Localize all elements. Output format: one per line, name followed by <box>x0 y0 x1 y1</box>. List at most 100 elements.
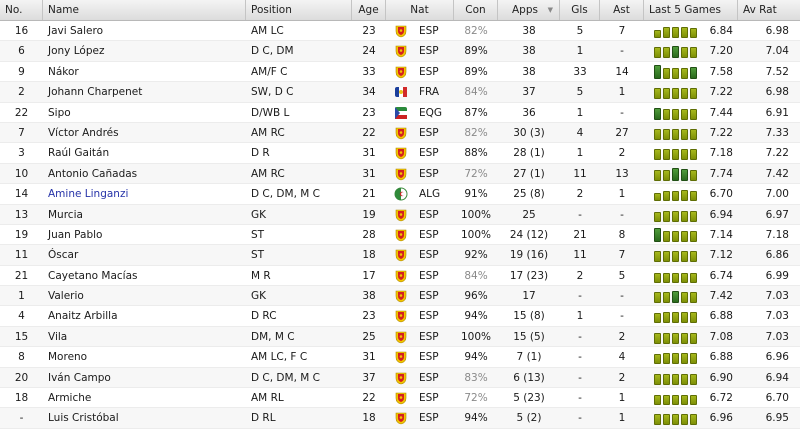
cell-avrat: 7.03 <box>765 310 789 323</box>
last5-form-chart <box>654 106 702 120</box>
header-ast[interactable]: Ast <box>600 0 644 20</box>
table-row[interactable]: 14 Amine Linganzi D C, DM, M C 21 ALG 91% 25 (… <box>0 184 800 205</box>
cell-last5-rating: 6.84 <box>709 25 733 37</box>
cell-name[interactable]: Nákor <box>48 65 79 78</box>
flag-icon <box>393 350 409 364</box>
cell-gls: 1 <box>576 106 584 119</box>
cell-name[interactable]: Valerio <box>48 290 84 303</box>
cell-name[interactable]: Murcia <box>48 208 83 221</box>
cell-nat: ESP <box>419 249 439 262</box>
header-no[interactable]: No. <box>0 0 43 20</box>
table-row[interactable]: 20 Iván Campo D C, DM, M C 37 ESP 83% 6 (13) - 2… <box>0 367 800 389</box>
table-row[interactable]: 6 Jony López D C, DM 24 ESP 89% 38 1 - 7.20 7.04 <box>0 41 800 62</box>
header-position[interactable]: Position <box>246 0 352 20</box>
table-row[interactable]: 18 Armiche AM RL 22 ESP 72% 5 (23) - 1 6.72 6.70 <box>0 388 800 409</box>
cell-name[interactable]: Jony López <box>48 45 105 58</box>
table-row[interactable]: 4 Anaitz Arbilla D RC 23 ESP 94% 15 (8) 1 - 6.88 7… <box>0 306 800 327</box>
table-row[interactable]: 13 Murcia GK 19 ESP 100% 25 - - 6.94 6.97 <box>0 204 800 225</box>
cell-last5-rating: 7.74 <box>709 167 733 180</box>
cell-position: DM, M C <box>251 330 295 343</box>
cell-con: 82% <box>464 25 488 37</box>
header-nat[interactable]: Nat <box>386 0 454 20</box>
cell-name[interactable]: Óscar <box>48 249 79 262</box>
form-bar <box>690 332 697 344</box>
cell-position: D RC <box>251 310 277 323</box>
cell-name[interactable]: Johann Charpenet <box>48 86 143 99</box>
header-avrat[interactable]: Av Rat <box>743 4 777 16</box>
cell-age: 34 <box>362 86 376 99</box>
cell-ast: 2 <box>618 330 626 343</box>
cell-name[interactable]: Juan Pablo <box>48 228 103 241</box>
cell-no: 10 <box>14 167 29 180</box>
last5-form-chart <box>654 208 702 222</box>
form-bar <box>672 230 679 242</box>
last5-form-chart <box>654 248 702 263</box>
cell-name[interactable]: Raúl Gaitán <box>48 147 110 160</box>
cell-gls: 33 <box>573 65 587 78</box>
cell-no: 11 <box>14 249 29 262</box>
header-last5[interactable]: Last 5 Games <box>644 0 738 20</box>
cell-name[interactable]: Víctor Andrés <box>48 126 119 139</box>
cell-gls: - <box>578 351 582 364</box>
cell-last5-rating: 7.58 <box>709 65 733 78</box>
table-row[interactable]: 2 Johann Charpenet SW, D C 34 FRA 84% 37 5 1 7.22… <box>0 82 800 103</box>
cell-apps: 25 <box>522 208 536 221</box>
cell-name[interactable]: Luis Cristóbal <box>48 412 119 425</box>
last5-form-chart <box>654 146 702 161</box>
table-row[interactable]: 8 Moreno AM LC, F C 31 ESP 94% 7 (1) - 4 6.88 6.96 <box>0 347 800 368</box>
table-row[interactable]: 16 Javi Salero AM LC 23 ESP 82% 38 5 7 6.84 6.98 <box>0 21 800 42</box>
table-row[interactable]: 11 Óscar ST 18 ESP 92% 19 (16) 11 7 7.12 6.86 <box>0 245 800 266</box>
cell-nat: FRA <box>419 86 440 99</box>
last5-form-chart <box>654 187 702 202</box>
cell-age: 23 <box>362 106 376 119</box>
header-apps[interactable]: Apps ▼ <box>498 0 560 20</box>
form-bar <box>654 107 661 120</box>
table-row[interactable]: 3 Raúl Gaitán D R 31 ESP 88% 28 (1) 1 2 7.18 7.22 <box>0 143 800 164</box>
cell-name[interactable]: Cayetano Macías <box>48 269 138 282</box>
cell-apps: 17 <box>522 290 536 303</box>
table-row[interactable]: 1 Valerio GK 38 ESP 96% 17 - - 7.42 7.03 <box>0 286 800 307</box>
table-row[interactable]: 7 Víctor Andrés AM RC 22 ESP 82% 30 (3) 4 27 7.22… <box>0 122 800 144</box>
form-bar <box>672 272 679 283</box>
header-age[interactable]: Age <box>352 0 386 20</box>
cell-name[interactable]: Iván Campo <box>48 371 111 384</box>
form-bar <box>681 108 688 120</box>
table-row[interactable]: 22 Sipo D/WB L 23 EQG 87% 36 1 - 7.44 6.91 <box>0 103 800 123</box>
cell-name[interactable]: Armiche <box>48 392 92 405</box>
cell-no: 6 <box>18 45 25 58</box>
cell-no: 4 <box>18 310 25 323</box>
form-bar <box>663 373 670 385</box>
table-row[interactable]: 19 Juan Pablo ST 28 ESP 100% 24 (12) 21 8 7.14 7.1… <box>0 225 800 246</box>
cell-ast: - <box>620 106 624 119</box>
form-bar <box>663 414 670 426</box>
table-row[interactable]: 9 Nákor AM/F C 33 ESP 89% 38 33 14 7.58 7.52 <box>0 62 800 83</box>
table-row[interactable]: 10 Antonio Cañadas AM RC 31 ESP 72% 27 (1) 11 13… <box>0 163 800 185</box>
cell-name[interactable]: Moreno <box>48 351 88 364</box>
cell-name[interactable]: Sipo <box>48 106 71 119</box>
cell-age: 28 <box>362 228 376 241</box>
last5-form-chart <box>654 269 702 283</box>
header-name[interactable]: Name <box>43 0 246 20</box>
cell-name[interactable]: Antonio Cañadas <box>48 167 138 180</box>
form-bar <box>654 128 661 140</box>
cell-ast: 4 <box>618 351 626 364</box>
table-row[interactable]: 21 Cayetano Macías M R 17 ESP 84% 17 (23) 2 5 6.7… <box>0 266 800 287</box>
header-gls[interactable]: Gls <box>560 0 600 20</box>
form-bar <box>654 47 661 59</box>
cell-last5-rating: 7.12 <box>709 249 733 262</box>
cell-name[interactable]: Javi Salero <box>48 25 103 37</box>
table-row[interactable]: 15 Vila DM, M C 25 ESP 100% 15 (5) - 2 7.08 7.03 <box>0 326 800 348</box>
cell-name[interactable]: Anaitz Arbilla <box>48 310 118 323</box>
last5-form-chart <box>654 227 702 242</box>
form-bar <box>690 149 697 161</box>
form-bar <box>672 191 679 202</box>
form-bar <box>663 27 670 38</box>
flag-icon <box>393 146 409 160</box>
cell-name[interactable]: Vila <box>48 330 68 343</box>
table-row[interactable]: - Luis Cristóbal D RL 18 ESP 94% 5 (2) - 1 6.96 6.… <box>0 408 800 429</box>
form-bar <box>672 373 679 385</box>
cell-position: GK <box>251 208 267 221</box>
header-con[interactable]: Con <box>454 0 498 20</box>
cell-name[interactable]: Amine Linganzi <box>48 188 129 201</box>
form-bar <box>690 373 697 385</box>
